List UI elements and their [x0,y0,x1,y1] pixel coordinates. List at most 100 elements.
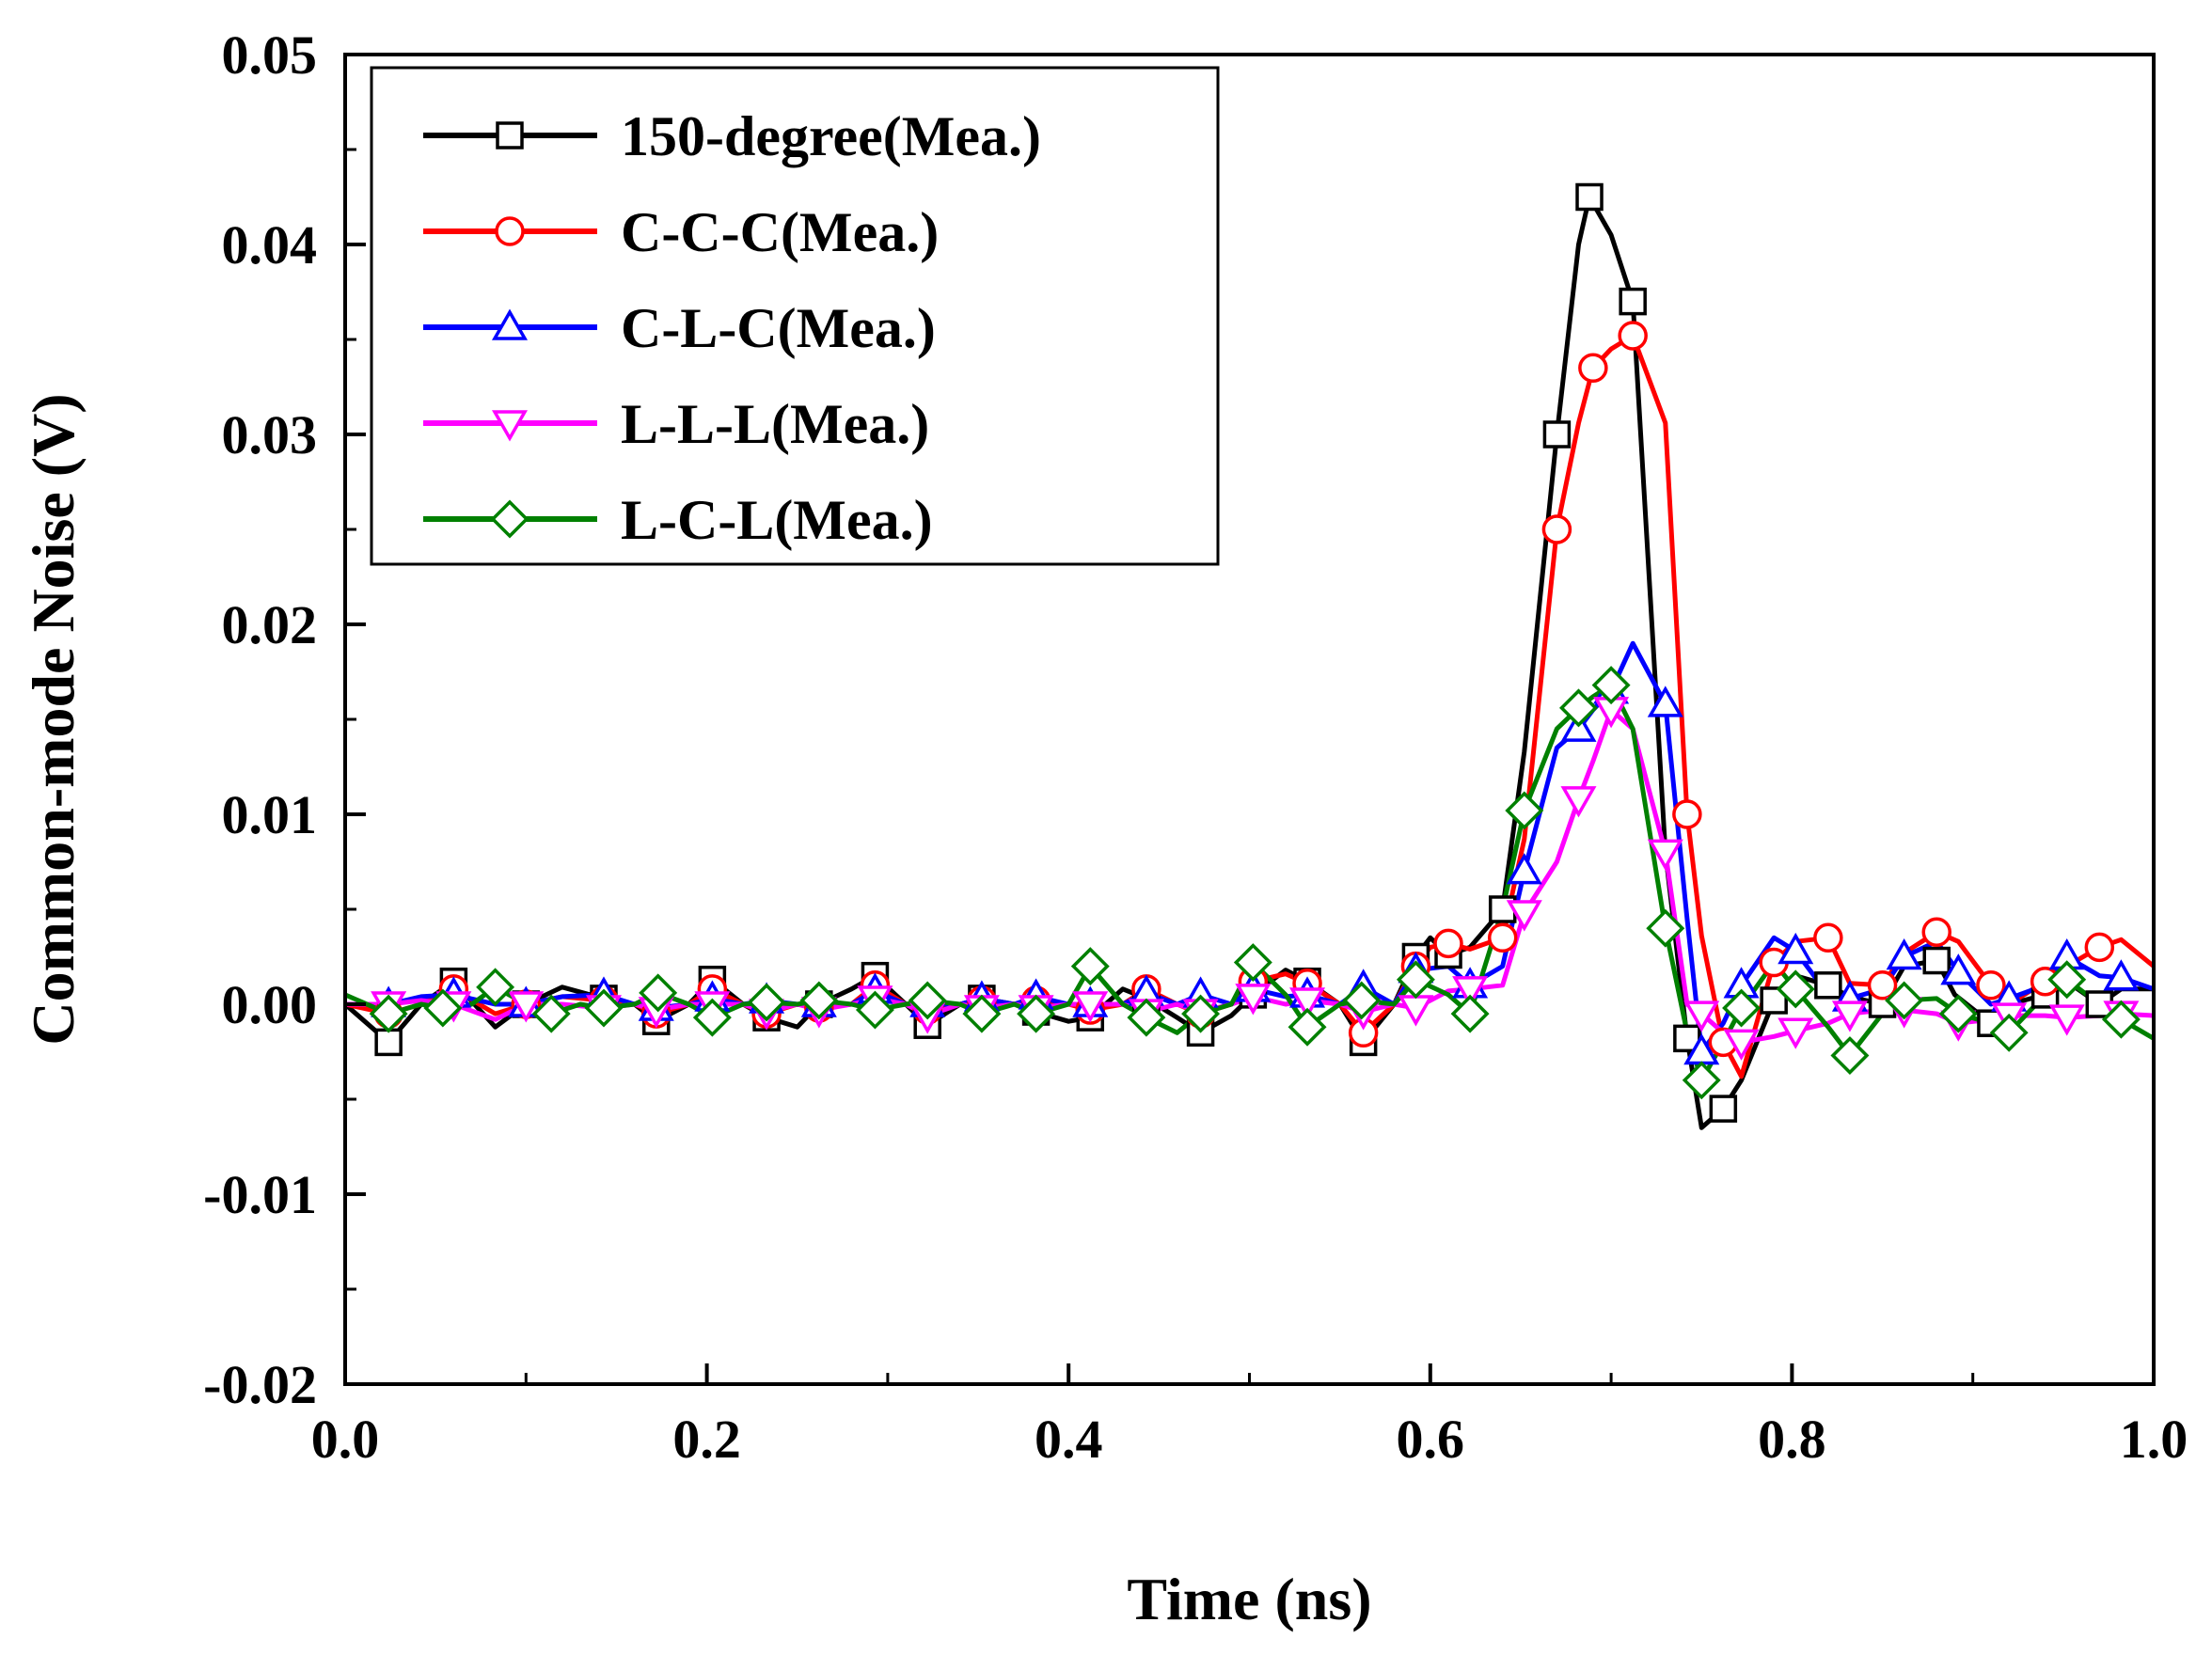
data-point [369,994,408,1033]
data-point [1181,994,1221,1033]
legend-label: C-C-C(Mea.) [621,201,939,263]
data-point [2047,960,2087,1000]
data-point [799,981,839,1020]
data-point [1778,932,1814,965]
data-point [2048,1004,2085,1036]
axis-ticks [343,53,2156,1386]
data-point [1072,991,1109,1023]
legend-item-2: C-C-C(Mea.) [423,201,939,263]
data-point [1398,995,1434,1027]
series-line-5 [345,683,2154,1083]
y-tick-label: 0.05 [222,24,318,86]
data-point [1723,1029,1760,1061]
data-point [1647,839,1683,871]
legend-item-3: C-L-C(Mea.) [423,297,936,359]
data-point [1867,970,1898,1000]
data-point [1289,987,1326,1019]
data-point [908,981,947,1020]
data-point [1578,353,1608,384]
legend-marker [490,499,529,539]
y-tick-label: -0.02 [203,1354,317,1415]
data-point [855,990,894,1030]
y-tick-label: 0.03 [222,404,318,465]
legend-item-1: 150-degree(Mea.) [423,105,1041,167]
data-point [1506,900,1542,932]
y-tick-label: 0.01 [222,784,318,845]
data-point [1722,988,1762,1028]
data-point [1506,853,1542,885]
data-point [1342,981,1382,1020]
data-point [1776,969,1815,1009]
legend-item-4: L-L-L(Mea.) [423,393,929,455]
data-point [1647,685,1683,717]
data-point [374,1028,403,1057]
data-point [1575,182,1604,212]
legend-label: C-L-C(Mea.) [621,297,936,359]
data-point [1940,953,1977,985]
x-tick-label: 0.4 [1035,1409,1103,1470]
data-point [1813,922,1843,953]
data-point [2084,932,2115,963]
data-point [584,988,624,1028]
data-point [1559,688,1598,728]
data-point [1619,287,1647,316]
data-point [1683,1000,1720,1032]
data-point [1778,1017,1814,1049]
data-point [423,988,463,1028]
data-point [1591,666,1631,705]
data-point [1288,1007,1327,1047]
x-tick-label: 0.0 [311,1409,380,1470]
data-point [1814,971,1842,1000]
data-point [639,973,678,1013]
x-tick-label: 0.2 [672,1409,741,1470]
data-point [1830,1036,1870,1076]
legend-marker [495,216,525,246]
data-point [1989,1013,2029,1052]
data-point [1618,321,1648,351]
markers-layer [369,182,2141,1123]
data-point [1922,946,1951,975]
x-tick-label: 1.0 [2120,1409,2188,1470]
legend-label: L-L-L(Mea.) [621,393,929,455]
data-point [476,968,515,1007]
data-point [1233,943,1272,983]
data-point [1452,976,1489,1008]
data-point [1017,994,1056,1033]
data-point [1921,917,1951,947]
data-point [1709,1095,1738,1123]
data-point [1396,960,1435,1000]
y-tick-label: 0.00 [222,974,318,1035]
data-point [1976,970,2006,1000]
data-point [2101,1000,2141,1039]
data-point [1682,1061,1721,1100]
x-axis-tick-labels: 0.0 0.2 0.4 0.6 0.8 1.0 [311,1409,2188,1470]
data-point [1542,420,1572,449]
y-tick-label: 0.02 [222,594,318,655]
data-point [1672,799,1702,829]
data-point [1885,981,1924,1020]
legend-label: L-C-L(Mea.) [621,489,933,551]
data-point [962,994,1002,1033]
legend-item-5: L-C-L(Mea.) [423,489,933,551]
data-point [1541,514,1572,544]
data-point [1235,984,1272,1016]
data-point [1886,937,1922,970]
x-tick-label: 0.6 [1397,1409,1465,1470]
legend: 150-degree(Mea.) C-C-C(Mea.) C-L-C(Mea.) L-… [370,66,1220,566]
x-axis-title: Time (ns) [1127,1566,1371,1632]
y-tick-label: 0.04 [222,214,318,276]
data-point [531,994,571,1033]
data-point [1646,908,1685,948]
data-point [1433,928,1463,959]
y-axis-title: Common-mode Noise (V) [20,393,87,1045]
data-point [1505,791,1544,830]
data-point [1127,998,1166,1037]
data-point [1938,994,1978,1033]
legend-marker [491,410,529,442]
data-point [1831,1000,1868,1032]
data-point [1450,994,1490,1033]
x-tick-label: 0.8 [1758,1409,1826,1470]
data-point [1560,786,1597,818]
legend-marker [496,121,524,150]
